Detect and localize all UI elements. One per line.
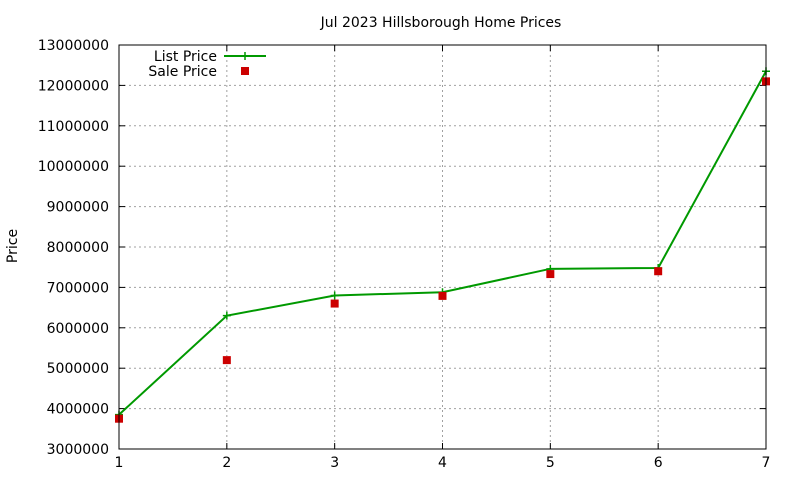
legend-label-sale-price: Sale Price xyxy=(148,64,217,80)
y-tick-label: 10000000 xyxy=(38,159,109,175)
y-tick-label: 7000000 xyxy=(47,280,109,296)
x-tick-label: 4 xyxy=(438,455,447,471)
x-tick-label: 2 xyxy=(222,455,231,471)
plot-frame xyxy=(118,44,767,450)
sale-price-point xyxy=(330,299,339,308)
y-tick-label: 12000000 xyxy=(38,78,109,94)
y-tick-label: 9000000 xyxy=(47,200,109,216)
sale-price-point xyxy=(222,356,231,365)
sale-price-point xyxy=(546,270,555,279)
y-tick-label: 6000000 xyxy=(47,321,109,337)
legend-label-list-price: List Price xyxy=(154,49,217,65)
y-axis-label: Price xyxy=(5,229,21,263)
list-price-point xyxy=(330,291,339,300)
y-tick-label: 3000000 xyxy=(47,442,109,458)
y-tick-label: 13000000 xyxy=(38,38,109,54)
y-tick-label: 11000000 xyxy=(38,119,109,135)
list-price-line xyxy=(118,70,767,416)
legend-marker-list-price xyxy=(241,52,249,60)
sale-price-point xyxy=(438,291,447,300)
chart-title: Jul 2023 Hillsborough Home Prices xyxy=(320,15,562,31)
x-tick-label: 5 xyxy=(546,455,555,471)
legend-marker-sale-price xyxy=(241,67,249,75)
sale-price-point xyxy=(654,267,663,276)
grid xyxy=(119,45,766,449)
axis-ticks: 3000000 4000000 5000000 6000000 7000000 80000… xyxy=(38,38,771,471)
x-tick-label: 1 xyxy=(115,455,124,471)
y-tick-label: 4000000 xyxy=(47,402,109,418)
y-tick-label: 8000000 xyxy=(47,240,109,256)
x-tick-label: 7 xyxy=(762,455,771,471)
list-price-point xyxy=(222,311,231,320)
x-tick-label: 6 xyxy=(654,455,663,471)
x-tick-label: 3 xyxy=(330,455,339,471)
y-tick-label: 5000000 xyxy=(47,361,109,377)
